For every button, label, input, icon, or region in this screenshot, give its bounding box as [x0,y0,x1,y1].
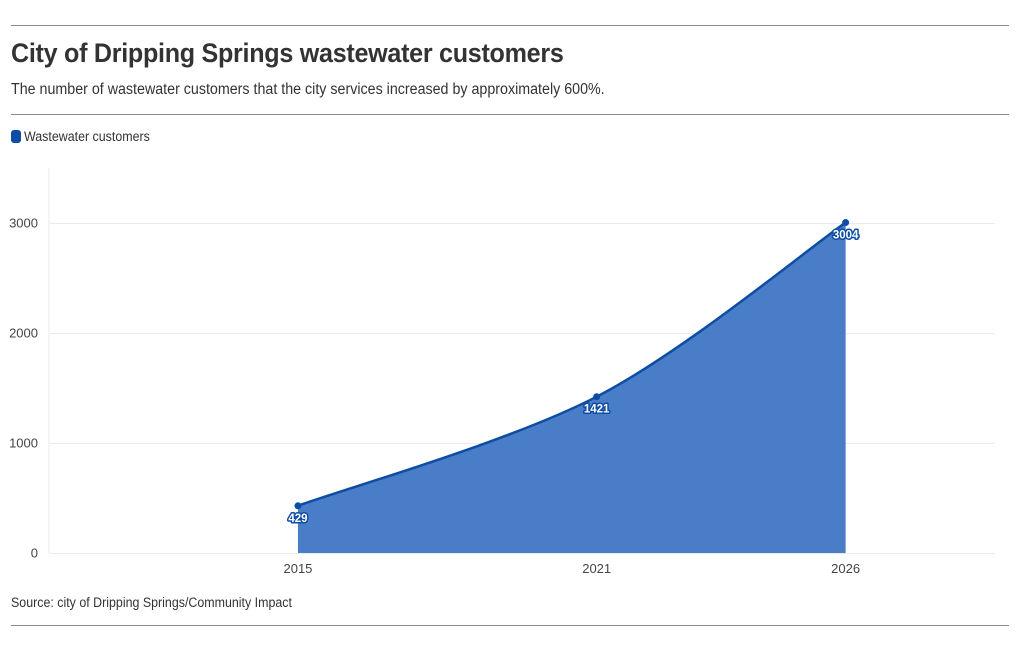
source-note: Source: city of Dripping Springs/Communi… [11,595,292,610]
top-rule [11,25,1009,26]
data-labels: 429 1421 3004 [287,228,861,526]
series-area [297,222,846,553]
y-axis-ticks: 0 1000 2000 3000 [9,216,38,561]
legend-swatch [11,130,21,143]
data-label: 3004 [833,230,859,242]
legend[interactable]: Wastewater customers [11,129,161,144]
data-point[interactable] [842,219,850,227]
chart-subtitle: The number of wastewater customers that … [11,81,605,98]
y-tick-label: 0 [31,546,38,561]
data-label: 429 [288,513,307,525]
data-point[interactable] [294,502,302,510]
data-label: 1421 [584,404,610,416]
bottom-rule [11,625,1009,626]
header-rule [11,114,1009,115]
y-tick-label: 3000 [9,216,38,231]
x-tick-label: 2026 [831,561,860,576]
chart-title: City of Dripping Springs wastewater cust… [11,38,564,68]
x-tick-label: 2021 [582,561,611,576]
data-point[interactable] [593,393,601,401]
y-tick-label: 2000 [9,326,38,341]
y-tick-label: 1000 [9,436,38,451]
x-axis-ticks: 2015 2021 2026 [283,561,860,576]
x-tick-label: 2015 [283,561,312,576]
legend-label: Wastewater customers [24,129,150,144]
series-layer [294,219,850,553]
